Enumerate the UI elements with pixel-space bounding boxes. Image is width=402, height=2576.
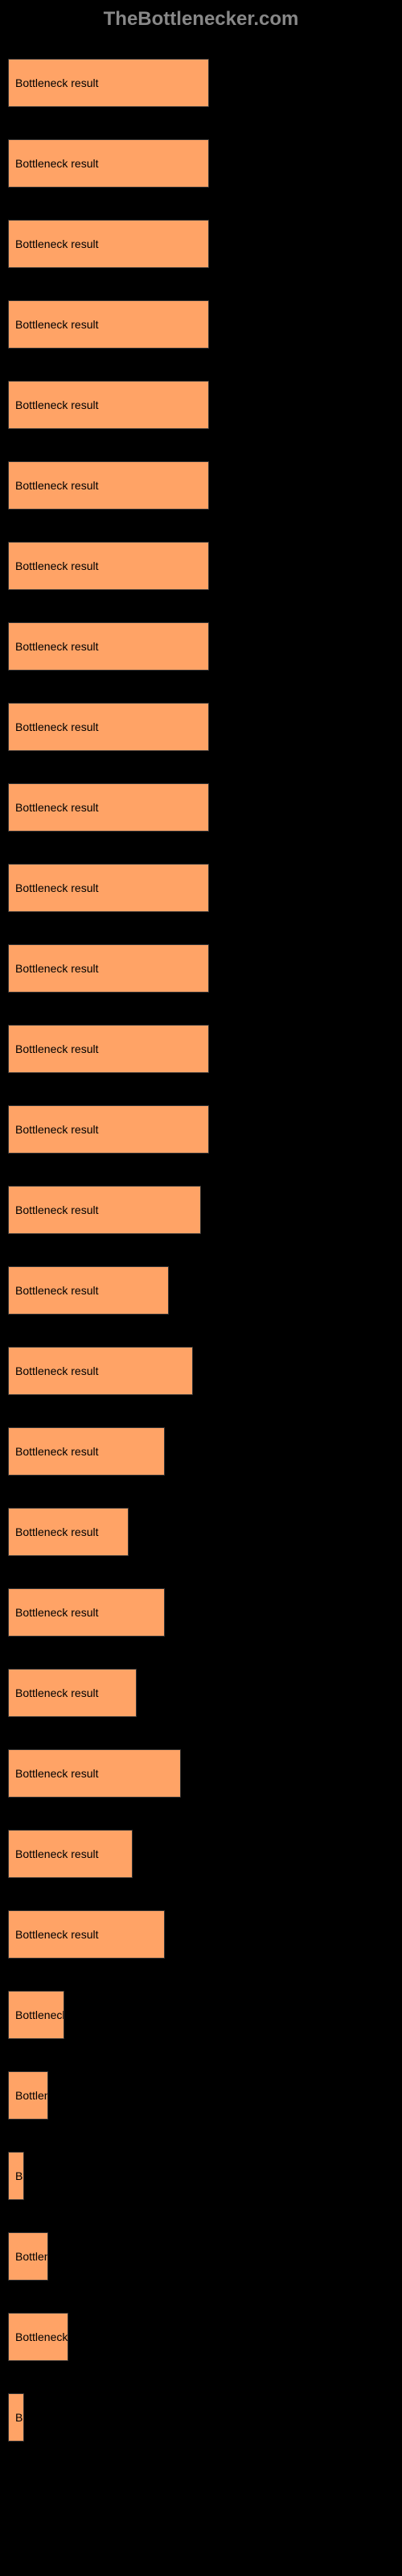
bar-row: Bottleneck result [8, 771, 394, 844]
bar: Bottleneck result [8, 2152, 24, 2200]
bar-row: Bottleneck result [8, 1898, 394, 1971]
bar: Bottleneck result [8, 1186, 201, 1234]
bar: Bottleneck result [8, 1669, 137, 1717]
bar-row: Bottleneck result [8, 1415, 394, 1488]
bar-row: Bottleneck result [8, 47, 394, 119]
bar-row: Bottleneck result [8, 1737, 394, 1810]
bar-row: Bottleneck result [8, 208, 394, 280]
bar: Bottleneck result [8, 220, 209, 268]
bar: Bottleneck result [8, 381, 209, 429]
bar-row: Bottleneck result [8, 691, 394, 763]
bar: Bottleneck result [8, 1991, 64, 2039]
bar-row: Bottleneck result [8, 2220, 394, 2293]
bar-row: Bottleneck result [8, 369, 394, 441]
bar: Bottleneck result [8, 1830, 133, 1878]
bar: Bottleneck result [8, 461, 209, 510]
bar: Bottleneck result [8, 1347, 193, 1395]
bar: Bottleneck result [8, 139, 209, 188]
bar-row: Bottleneck result [8, 127, 394, 200]
bar-row: Bottleneck result [8, 530, 394, 602]
bar: Bottleneck result [8, 2232, 48, 2281]
bar-row: Bottleneck result [8, 1657, 394, 1729]
bar: Bottleneck result [8, 300, 209, 349]
bar-row: Bottleneck result [8, 2059, 394, 2132]
bar: Bottleneck result [8, 1105, 209, 1154]
bar-row: Bottleneck result [8, 1979, 394, 2051]
bar-row: Bottleneck result [8, 1093, 394, 1166]
bar-row: Bottleneck result [8, 852, 394, 924]
bar-row: Bottleneck result [8, 1013, 394, 1085]
bar: Bottleneck result [8, 1588, 165, 1637]
bar-row: Bottleneck result [8, 449, 394, 522]
bar: Bottleneck result [8, 1749, 181, 1798]
bar-row: Bottleneck result [8, 1174, 394, 1246]
bar-row: Bottleneck result [8, 1254, 394, 1327]
bar: Bottleneck result [8, 783, 209, 832]
bar: Bottleneck result [8, 864, 209, 912]
bar: Bottleneck result [8, 2313, 68, 2361]
bar: Bottleneck result [8, 1025, 209, 1073]
bar: Bottleneck result [8, 542, 209, 590]
bar-row: Bottleneck result [8, 932, 394, 1005]
bar-row: Bottleneck result [8, 2301, 394, 2373]
bar: Bottleneck result [8, 1508, 129, 1556]
bar: Bottleneck result [8, 2071, 48, 2120]
bottleneck-chart: Bottleneck result Bottleneck result Bottle… [0, 39, 402, 2470]
bar: Bottleneck result [8, 944, 209, 993]
bar-row: Bottleneck result [8, 1496, 394, 1568]
bar: Bottleneck result [8, 1427, 165, 1476]
bar-row: Bottleneck result [8, 1576, 394, 1649]
bar: Bottleneck result [8, 2393, 24, 2442]
bar: Bottleneck result [8, 1910, 165, 1959]
bar-row: Bottleneck result [8, 2140, 394, 2212]
bar: Bottleneck result [8, 59, 209, 107]
site-header: TheBottlenecker.com [0, 0, 402, 39]
bar: Bottleneck result [8, 622, 209, 671]
bar-row: Bottleneck result [8, 2381, 394, 2454]
bar-row: Bottleneck result [8, 610, 394, 683]
bar-row: Bottleneck result [8, 1818, 394, 1890]
bar: Bottleneck result [8, 703, 209, 751]
bar-row: Bottleneck result [8, 1335, 394, 1407]
bar-row: Bottleneck result [8, 288, 394, 361]
bar: Bottleneck result [8, 1266, 169, 1315]
